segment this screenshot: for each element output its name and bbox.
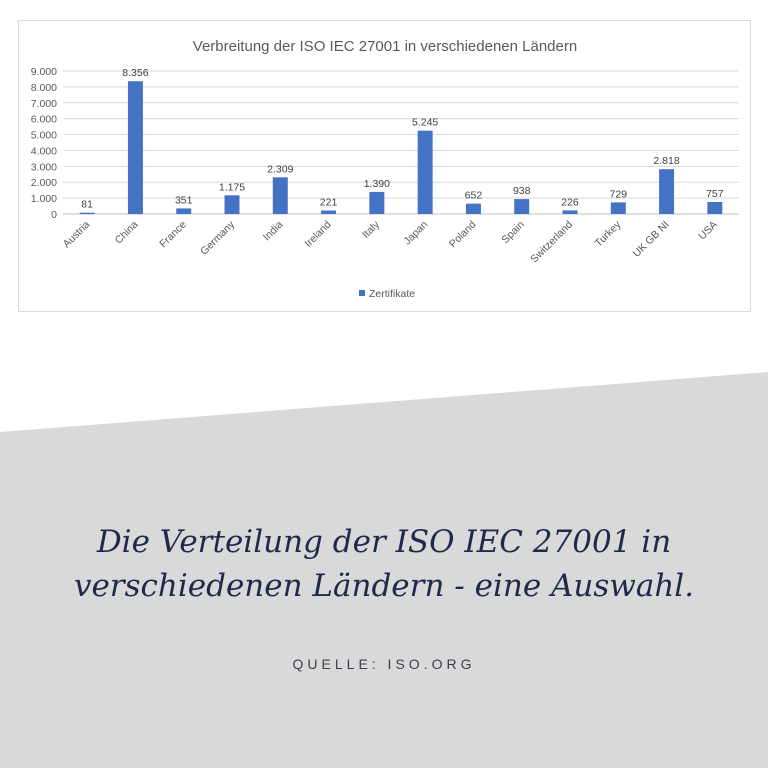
bar-ireland <box>321 210 337 214</box>
y-tick-label: 5.000 <box>31 130 57 142</box>
bar-chart: Verbreitung der ISO IEC 27001 in verschi… <box>31 38 739 300</box>
x-tick-label: Spain <box>499 219 527 247</box>
y-tick-label: 7.000 <box>31 98 57 110</box>
x-tick-label: USA <box>696 219 720 243</box>
x-tick-label: UK GB NI <box>631 219 672 260</box>
y-tick-label: 0 <box>51 209 57 221</box>
legend-label: Zertifikate <box>369 288 415 300</box>
data-label: 1.175 <box>219 181 245 193</box>
data-label: 221 <box>320 196 338 208</box>
data-label: 938 <box>513 185 531 197</box>
y-tick-label: 9.000 <box>31 66 57 78</box>
x-axis-ticks: Austria China France Germany India Ireland Ita… <box>61 218 720 265</box>
gridlines <box>63 70 739 215</box>
data-label: 1.390 <box>364 178 390 190</box>
bar-germany <box>224 195 240 214</box>
bar-switzerland <box>562 210 578 214</box>
x-tick-label: Switzerland <box>528 219 575 266</box>
x-tick-label: Italy <box>360 218 383 241</box>
bar-italy <box>369 191 385 214</box>
x-tick-label: Germany <box>198 218 238 258</box>
bar-uk-gb-ni <box>659 169 675 214</box>
source-note: QUELLE: ISO.ORG <box>292 656 476 672</box>
bar-usa <box>707 201 723 214</box>
bar-spain <box>514 199 530 214</box>
data-label: 2.309 <box>267 163 293 175</box>
y-tick-label: 4.000 <box>31 145 57 157</box>
data-label: 226 <box>561 196 579 208</box>
y-axis-ticks: 0 1.000 2.000 3.000 4.000 5.000 6.000 7.000 8.00… <box>31 66 57 221</box>
bar-china <box>127 81 143 214</box>
x-tick-label: Japan <box>402 219 431 248</box>
y-tick-label: 8.000 <box>31 82 57 94</box>
x-tick-label: Turkey <box>593 218 624 249</box>
bar-turkey <box>610 202 626 214</box>
bar-poland <box>465 203 481 214</box>
caption-line-1: Die Verteilung der ISO IEC 27001 in <box>96 524 672 560</box>
data-label: 81 <box>81 199 93 211</box>
y-tick-label: 6.000 <box>31 114 57 126</box>
chart-title: Verbreitung der ISO IEC 27001 in verschi… <box>193 38 577 55</box>
data-label: 5.245 <box>412 117 438 129</box>
bars <box>79 81 723 214</box>
data-label: 757 <box>706 188 724 200</box>
bar-austria <box>79 212 95 214</box>
chart-card: Verbreitung der ISO IEC 27001 in verschi… <box>18 20 751 312</box>
caption-line-2: verschiedenen Ländern - eine Auswahl. <box>73 568 695 604</box>
data-label: 2.818 <box>653 155 679 167</box>
y-tick-label: 2.000 <box>31 177 57 189</box>
caption: Die Verteilung der ISO IEC 27001 in vers… <box>0 520 768 608</box>
data-label: 351 <box>175 194 193 206</box>
x-tick-label: Poland <box>447 219 479 251</box>
data-label: 652 <box>465 190 483 202</box>
legend-swatch <box>359 290 365 296</box>
x-tick-label: France <box>157 219 189 251</box>
legend: Zertifikate <box>359 288 415 300</box>
y-tick-label: 1.000 <box>31 193 57 205</box>
bar-japan <box>417 130 433 214</box>
x-tick-label: Austria <box>61 219 93 251</box>
y-tick-label: 3.000 <box>31 161 57 173</box>
data-label: 729 <box>610 188 628 200</box>
bar-india <box>272 177 288 214</box>
data-labels: 81 8.356 351 1.175 2.309 221 1.390 5.245 652 938 2… <box>81 67 723 210</box>
x-tick-label: India <box>261 219 286 244</box>
x-tick-label: Ireland <box>303 219 334 250</box>
slanted-gray-shape <box>0 372 768 768</box>
x-tick-label: China <box>113 219 141 247</box>
data-label: 8.356 <box>122 67 148 79</box>
bar-france <box>176 208 192 214</box>
